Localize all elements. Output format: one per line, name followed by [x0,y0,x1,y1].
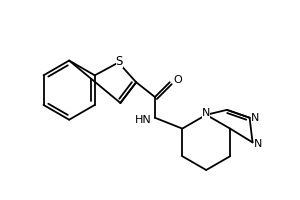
Text: N: N [250,113,259,123]
Text: O: O [174,75,182,85]
Text: N: N [202,108,210,118]
Text: N: N [254,139,262,149]
Text: HN: HN [135,115,152,125]
Text: S: S [116,55,123,68]
